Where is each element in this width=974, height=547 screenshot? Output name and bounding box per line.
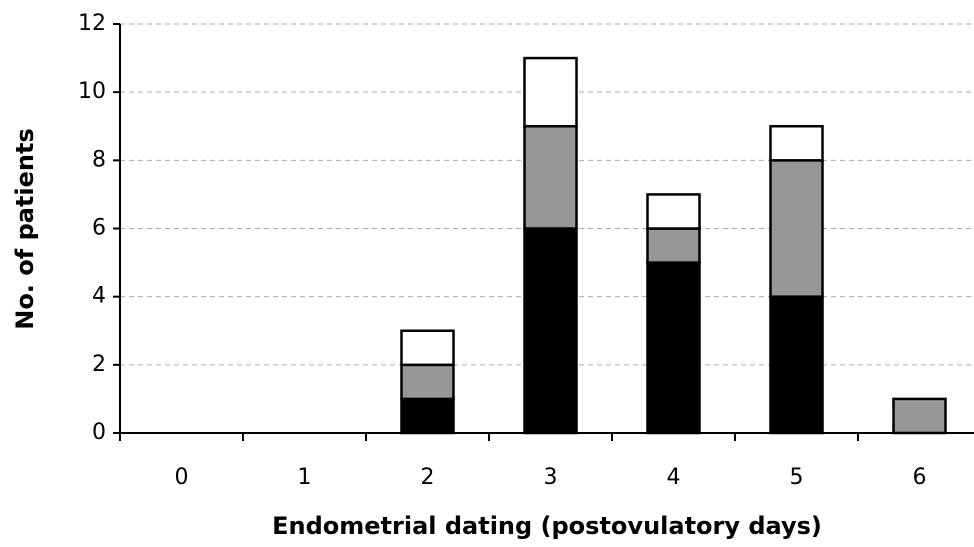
y-tick-label: 12 xyxy=(78,11,106,36)
y-tick-label: 4 xyxy=(92,284,106,309)
y-tick-label: 0 xyxy=(92,420,106,445)
bar-segment xyxy=(646,193,701,230)
y-tick-label: 6 xyxy=(92,216,106,241)
y-tick-label: 8 xyxy=(92,147,106,172)
bar-segment xyxy=(400,329,455,367)
bar-segment xyxy=(523,56,578,128)
y-tick-label: 2 xyxy=(92,352,106,377)
bar-segment xyxy=(400,363,455,401)
bar-segment xyxy=(646,227,701,264)
x-tick-label: 1 xyxy=(298,465,312,490)
x-tick-label: 4 xyxy=(667,465,681,490)
x-tick-label: 3 xyxy=(544,465,558,490)
bar-segment xyxy=(400,397,455,435)
bar-segment xyxy=(523,125,578,230)
bar-segment xyxy=(769,295,824,435)
bar-segment xyxy=(892,397,947,435)
bar-segment xyxy=(769,125,824,162)
bar-segment xyxy=(646,261,701,435)
x-tick-label: 6 xyxy=(913,465,927,490)
x-tick-label: 5 xyxy=(790,465,804,490)
x-tick-label: 2 xyxy=(421,465,435,490)
y-tick-label: 10 xyxy=(78,79,106,104)
x-axis-title: Endometrial dating (postovulatory days) xyxy=(272,512,822,540)
x-tick-label: 0 xyxy=(175,465,189,490)
y-axis-title: No. of patients xyxy=(11,128,39,330)
bar-segment xyxy=(769,159,824,298)
bar-segment xyxy=(523,227,578,435)
